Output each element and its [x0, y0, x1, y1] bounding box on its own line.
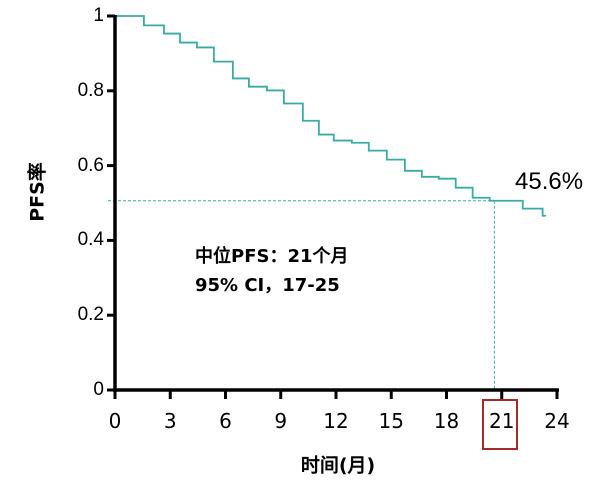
median-pfs-annotation: 中位PFS：21个月 [195, 246, 349, 267]
x-tick-label: 0 [108, 409, 122, 433]
x-tick-label: 3 [163, 409, 177, 433]
highlight-box-21 [482, 399, 518, 450]
x-tick-label: 6 [219, 409, 232, 433]
x-tick-label: 15 [378, 409, 404, 433]
median-reference-lines [108, 200, 495, 390]
y-tick-label: 0.4 [77, 229, 104, 251]
x-axis-title: 时间(月) [300, 454, 376, 477]
y-tick-label: 0.6 [77, 154, 104, 176]
x-tick-label: 12 [323, 409, 349, 433]
endpoint-percentage-label: 45.6% [515, 168, 584, 195]
y-axis-title-wrap: PFS率 [23, 162, 50, 222]
y-tick-label: 1 [93, 5, 104, 26]
y-axis-title: PFS率 [26, 162, 49, 222]
pfs-step-line [115, 15, 546, 217]
pfs-curve [115, 15, 546, 217]
y-tick-label: 0 [93, 379, 104, 400]
x-tick-label: 9 [274, 409, 288, 433]
y-tick-label: 0.8 [77, 79, 104, 101]
x-tick-label: 24 [544, 409, 570, 433]
x-tick-label: 21 [489, 409, 515, 433]
x-tick-label: 18 [433, 409, 460, 433]
axes [107, 14, 559, 399]
confidence-interval-annotation: 95% CI，17-25 [195, 275, 340, 296]
y-tick-label: 0.2 [77, 304, 104, 326]
